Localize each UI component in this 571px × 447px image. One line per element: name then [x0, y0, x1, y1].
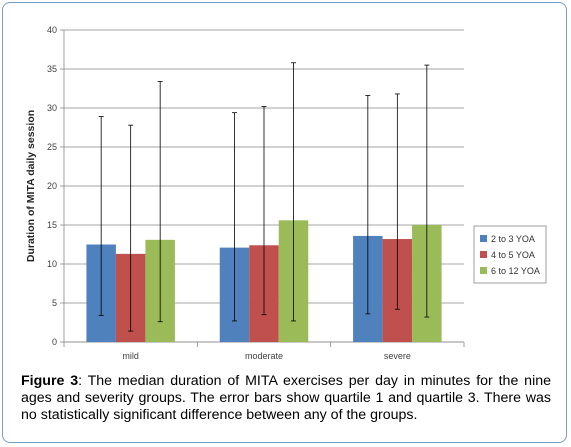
y-tick-label: 40: [47, 25, 57, 35]
y-tick-label: 5: [52, 298, 57, 308]
caption-label: Figure 3: [21, 373, 79, 389]
legend-swatch: [480, 267, 487, 274]
error-bars: [98, 62, 430, 332]
x-category-label: mild: [122, 351, 139, 361]
y-tick-label: 20: [47, 181, 57, 191]
legend: 2 to 3 YOA 4 to 5 YOA 6 to 12 YOA: [473, 225, 547, 284]
legend-label: 2 to 3 YOA: [491, 234, 535, 244]
y-axis-ticks: 0 5 10 15 20 25 30 35 40: [47, 25, 64, 347]
y-tick-label: 30: [47, 103, 57, 113]
caption-text: : The median duration of MITA exercises …: [21, 373, 552, 423]
legend-swatch: [480, 251, 487, 258]
x-category-label: severe: [384, 351, 411, 361]
x-axis-categories: mild moderate severe: [63, 342, 465, 361]
y-tick-label: 15: [47, 220, 57, 230]
figure-caption: Figure 3: The median duration of MITA ex…: [21, 373, 551, 424]
x-category-label: moderate: [245, 351, 283, 361]
legend-label: 4 to 5 YOA: [491, 250, 535, 260]
y-axis-label: Duration of MITA daily session: [25, 110, 37, 262]
y-tick-label: 10: [47, 259, 57, 269]
legend-swatch: [480, 235, 487, 242]
y-tick-label: 35: [47, 64, 57, 74]
legend-label: 6 to 12 YOA: [491, 266, 540, 276]
y-tick-label: 25: [47, 142, 57, 152]
y-tick-label: 0: [52, 337, 57, 347]
